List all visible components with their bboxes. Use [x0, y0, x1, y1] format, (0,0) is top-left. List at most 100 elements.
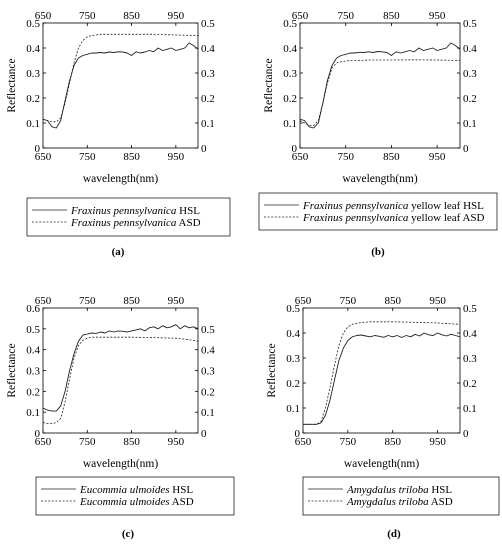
- top-x-tick-label: 650: [35, 295, 52, 307]
- chart-panel-d: 650 750 850 950 650 750 850 950 0 0.1 0.2 0.3 0.4 0.5…: [266, 295, 500, 540]
- x-tick-label: 750: [79, 151, 96, 163]
- chart-panel-a: 650 750 850 950 650 750 850 950 0 0.1 0.2 0.3 0.4 0.5…: [6, 10, 231, 258]
- legend-series-suffix: ASD: [429, 496, 453, 508]
- y-axis-label: Reflectance: [263, 58, 275, 112]
- top-x-tick-label: 750: [337, 10, 354, 22]
- x-tick-label: 650: [292, 151, 309, 163]
- legend-box: [35, 476, 235, 516]
- y-tick-label: 0.5: [283, 18, 297, 30]
- right-y-tick-label: 0: [463, 143, 469, 155]
- y-tick-label: 0.1: [283, 118, 297, 130]
- right-y-tick-label: 0: [201, 143, 207, 155]
- legend-species-name: Fraxinus pennsylvanica: [302, 212, 409, 224]
- top-x-tick-label: 950: [168, 295, 185, 307]
- top-x-tick-label: 750: [79, 295, 96, 307]
- y-tick-label: 0.3: [283, 68, 297, 80]
- plot-frame: [42, 22, 199, 149]
- legend-species-name: Eucommia ulmoides: [79, 484, 170, 496]
- legend-species-name: Fraxinus pennsylvanica: [302, 200, 409, 212]
- legend-species-name: Amygdalus triloba: [346, 496, 429, 508]
- y-tick-label: 0.4: [26, 43, 40, 55]
- legend-entry: Amygdalus triloba HSL: [346, 484, 452, 496]
- right-y-tick-label: 0.5: [463, 18, 477, 30]
- y-tick-label: 0.2: [26, 93, 40, 105]
- right-y-tick-label: 0.4: [463, 328, 477, 340]
- y-axis-label: Reflectance: [266, 343, 278, 397]
- top-x-tick-label: 950: [429, 10, 446, 22]
- x-tick-label: 950: [168, 151, 185, 163]
- x-axis-label: wavelength(nm): [83, 458, 159, 470]
- top-x-tick-label: 650: [35, 10, 52, 22]
- y-tick-label: 0.5: [286, 303, 300, 315]
- right-y-tick-label: 0.2: [463, 378, 477, 390]
- hsl-series-line: [303, 332, 461, 425]
- top-x-tick-label: 750: [340, 295, 357, 307]
- top-x-tick-label: 850: [383, 10, 400, 22]
- y-tick-label: 0.4: [26, 345, 40, 357]
- right-y-tick-label: 0.4: [201, 43, 215, 55]
- panel-caption: (a): [112, 246, 125, 258]
- y-tick-label: 0.6: [26, 303, 40, 315]
- x-tick-label: 650: [35, 436, 52, 448]
- legend-entry: Fraxinus pennsylvanica ASD: [70, 217, 201, 229]
- asd-series-line: [42, 33, 199, 123]
- y-axis-label: Reflectance: [6, 58, 18, 112]
- asd-series-line: [42, 336, 199, 425]
- top-x-tick-label: 650: [292, 10, 309, 22]
- chart-panel-c: 650 750 850 950 650 750 850 950 0 0.1 0.2 0.3 0.4 0.5…: [6, 295, 235, 540]
- legend-series-suffix: HSL: [170, 484, 194, 496]
- y-tick-label: 0.4: [286, 328, 300, 340]
- legend-species-name: Fraxinus pennsylvanica: [70, 217, 177, 229]
- right-y-tick-label: 0.5: [201, 18, 215, 30]
- y-tick-label: 0.1: [286, 403, 300, 415]
- plot-frame: [302, 307, 461, 434]
- asd-series-line: [299, 59, 461, 126]
- y-axis-label: Reflectance: [6, 343, 18, 397]
- y-tick-label: 0.3: [26, 68, 40, 80]
- legend-series-suffix: yellow leaf ASD: [408, 212, 484, 224]
- top-x-tick-label: 850: [123, 295, 140, 307]
- plot-frame: [42, 307, 199, 434]
- x-tick-label: 750: [340, 436, 357, 448]
- right-y-tick-label: 0.5: [463, 303, 477, 315]
- y-tick-label: 0: [35, 428, 41, 440]
- legend-entry: Fraxinus pennsylvanica yellow leaf HSL: [302, 200, 484, 212]
- x-tick-label: 850: [383, 151, 400, 163]
- right-y-tick-label: 0.1: [201, 407, 215, 419]
- x-tick-label: 650: [295, 436, 312, 448]
- legend-species-name: Eucommia ulmoides: [79, 496, 170, 508]
- y-tick-label: 0.2: [286, 378, 300, 390]
- right-y-tick-label: 0.3: [463, 353, 477, 365]
- x-tick-label: 850: [123, 151, 140, 163]
- legend-series-suffix: HSL: [176, 205, 200, 217]
- right-y-tick-label: 0.4: [201, 345, 215, 357]
- legend-entry: Eucommia ulmoides HSL: [79, 484, 193, 496]
- y-tick-label: 0.3: [26, 366, 40, 378]
- legend-series-suffix: ASD: [176, 217, 200, 229]
- right-y-tick-label: 0.4: [463, 43, 477, 55]
- x-tick-label: 750: [79, 436, 96, 448]
- legend-series-suffix: yellow leaf HSL: [408, 200, 484, 212]
- plot-frame: [299, 22, 461, 149]
- top-x-tick-label: 950: [168, 10, 185, 22]
- x-tick-label: 750: [337, 151, 354, 163]
- hsl-series-line: [42, 324, 199, 412]
- y-tick-label: 0.2: [26, 386, 40, 398]
- y-tick-label: 0.3: [286, 353, 300, 365]
- right-y-tick-label: 0.1: [463, 118, 477, 130]
- y-tick-label: 0.4: [283, 43, 297, 55]
- panel-caption: (c): [122, 528, 135, 540]
- hsl-series-line: [299, 42, 461, 129]
- legend-box: [26, 197, 231, 237]
- legend-species-name: Amygdalus triloba: [346, 484, 429, 496]
- hsl-series-line: [42, 42, 199, 129]
- right-y-tick-label: 0.1: [201, 118, 215, 130]
- right-y-tick-label: 0: [201, 428, 207, 440]
- legend-entry: Fraxinus pennsylvanica HSL: [70, 205, 200, 217]
- top-x-tick-label: 850: [384, 295, 401, 307]
- x-axis-label: wavelength(nm): [83, 173, 159, 185]
- y-tick-label: 0: [35, 143, 41, 155]
- top-x-tick-label: 850: [123, 10, 140, 22]
- legend-series-suffix: ASD: [170, 496, 194, 508]
- right-y-tick-label: 0: [463, 428, 469, 440]
